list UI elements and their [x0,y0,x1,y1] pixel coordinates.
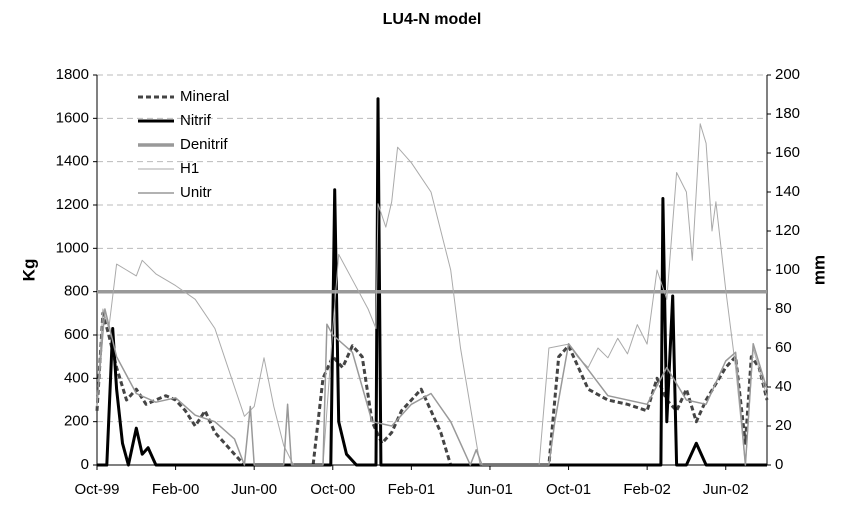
y-axis-label: Kg [19,259,38,282]
y-tick-label: 1600 [56,109,89,126]
y2-tick-label: 60 [775,339,792,356]
x-tick-label: Oct-00 [310,481,355,498]
y-tick-label: 200 [64,413,89,430]
x-tick-label: Jun-01 [467,481,513,498]
y2-tick-label: 140 [775,183,800,200]
legend-label: Nitrif [180,112,212,129]
y2-tick-label: 40 [775,378,792,395]
y-tick-label: 0 [81,456,89,473]
x-tick-label: Feb-02 [623,481,671,498]
x-tick-label: Oct-99 [74,481,119,498]
legend-label: Denitrif [180,136,228,153]
y2-tick-label: 180 [775,105,800,122]
x-tick-label: Jun-02 [703,481,749,498]
y-tick-label: 1800 [56,66,89,83]
series-line [96,308,768,466]
series-line [96,123,768,466]
legend-label: Unitr [180,184,212,201]
x-tick-label: Feb-01 [388,481,436,498]
series-line [97,97,767,467]
y-tick-label: 1200 [56,196,89,213]
y-tick-label: 800 [64,283,89,300]
x-tick-label: Feb-00 [152,481,200,498]
y2-tick-label: 100 [775,261,800,278]
y2-tick-label: 200 [775,66,800,83]
y2-tick-label: 120 [775,222,800,239]
x-tick-label: Jun-00 [231,481,277,498]
legend-label: Mineral [180,88,229,105]
y-tick-label: 400 [64,369,89,386]
y-tick-label: 1000 [56,239,89,256]
x-tick-label: Oct-01 [546,481,591,498]
y-tick-label: 1400 [56,153,89,170]
chart-title: LU4-N model [383,11,482,28]
y2-tick-label: 80 [775,300,792,317]
y2-tick-label: 0 [775,456,783,473]
y2-tick-label: 20 [775,417,792,434]
y2-tick-label: 160 [775,144,800,161]
y2-axis-label: mm [809,255,828,285]
y-tick-label: 600 [64,326,89,343]
legend-label: H1 [180,160,199,177]
